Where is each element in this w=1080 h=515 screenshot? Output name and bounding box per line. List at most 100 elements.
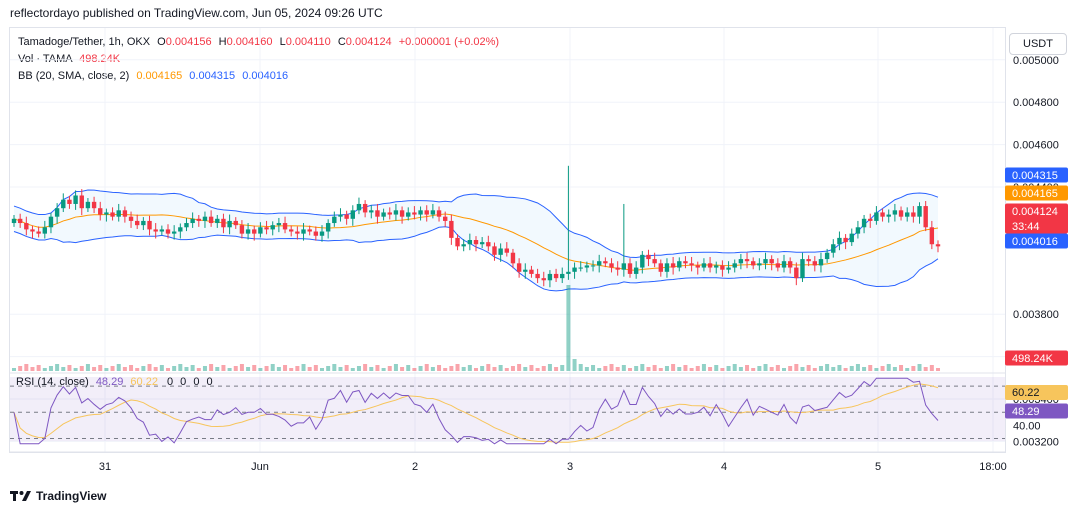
- candle-body: [171, 231, 177, 234]
- volume-bar: [769, 367, 774, 371]
- candle: [621, 203, 627, 277]
- symbol-legend[interactable]: Tamadoge/Tether, 1h, OKX O0.004156 H0.00…: [18, 35, 499, 49]
- volume-bar: [480, 366, 485, 371]
- volume-bar: [369, 367, 374, 371]
- volume-legend[interactable]: Vol · TAMA 498.24K: [18, 52, 120, 66]
- candle-body: [165, 229, 171, 234]
- rsi-value: 48.29: [95, 376, 124, 388]
- candle: [221, 213, 226, 234]
- volume-bar: [73, 368, 78, 371]
- volume-bar: [202, 366, 207, 371]
- candle: [418, 206, 423, 221]
- volume-bar: [166, 368, 170, 371]
- candle: [202, 211, 208, 228]
- candle-body: [73, 195, 78, 204]
- candle: [467, 233, 473, 251]
- candle: [652, 252, 657, 268]
- volume-bar: [701, 364, 706, 371]
- volume-bar: [671, 364, 676, 371]
- volume-bar: [917, 364, 922, 371]
- volume-bar: [720, 368, 725, 371]
- volume-bar: [363, 364, 368, 371]
- candle: [424, 205, 429, 222]
- candle: [609, 258, 614, 273]
- candle-body: [714, 265, 719, 268]
- candle: [880, 208, 885, 222]
- candle: [461, 239, 466, 252]
- candle-body: [245, 229, 251, 234]
- candle-body: [800, 259, 805, 279]
- volume-bar: [289, 368, 294, 371]
- currency-button[interactable]: USDT: [1009, 33, 1067, 55]
- candle-body: [208, 216, 214, 224]
- volume-bar: [591, 365, 596, 371]
- badge-bb-upper: 0.004315: [1012, 170, 1058, 182]
- volume-bar: [726, 366, 731, 371]
- candle-body: [769, 259, 774, 264]
- ohlc-close: 0.004124: [345, 36, 392, 48]
- candlesticks: [11, 165, 941, 288]
- bb-legend[interactable]: BB (20, SMA, close, 2) 0.004165 0.004315…: [18, 69, 288, 83]
- tradingview-logo[interactable]: TradingView: [10, 489, 106, 503]
- volume-bar: [283, 365, 288, 371]
- candle: [165, 224, 171, 239]
- volume-bar: [504, 368, 509, 371]
- candle: [325, 219, 331, 239]
- candle-body: [91, 201, 97, 209]
- volume-bar: [418, 366, 423, 371]
- candle: [208, 210, 214, 227]
- candle: [135, 214, 140, 229]
- candle: [597, 254, 602, 273]
- badge-bb-mid: 0.004165: [1012, 188, 1058, 200]
- candle-body: [824, 252, 830, 260]
- candle: [843, 234, 848, 250]
- candle: [510, 248, 516, 269]
- volume-bar: [782, 368, 786, 371]
- candle-body: [338, 214, 343, 217]
- volume-bar: [763, 364, 768, 371]
- candle-body: [147, 220, 152, 230]
- volume-bar: [147, 364, 152, 371]
- ohlc-change: +0.000001 (+0.02%): [398, 36, 500, 48]
- candle: [794, 262, 799, 286]
- volume-bar: [886, 364, 891, 371]
- candle: [350, 205, 355, 226]
- candle-body: [418, 210, 423, 215]
- candle-body: [122, 210, 128, 217]
- candle: [849, 228, 854, 246]
- candle: [122, 206, 128, 223]
- volume-bar: [61, 367, 66, 371]
- candle-body: [412, 212, 417, 215]
- price-tick-label: 0.003200: [1013, 436, 1059, 448]
- candle: [553, 268, 559, 282]
- volume-bar: [48, 366, 53, 371]
- candle-body: [258, 227, 263, 234]
- volume-bar: [874, 368, 879, 371]
- candle: [800, 252, 805, 282]
- volume-bar: [264, 366, 269, 371]
- volume-bar: [92, 367, 97, 371]
- candle: [399, 206, 405, 224]
- volume-bar: [233, 366, 238, 371]
- volume-bar: [597, 368, 602, 371]
- candle-body: [135, 220, 140, 226]
- volume-bar: [295, 366, 300, 371]
- candle: [689, 256, 694, 272]
- candle-body: [609, 263, 614, 268]
- candle: [362, 200, 368, 218]
- candle: [547, 270, 553, 288]
- candle-body: [319, 231, 325, 236]
- candle-body: [54, 208, 60, 217]
- candle: [159, 225, 165, 236]
- candle: [42, 220, 47, 239]
- rsi-legend[interactable]: RSI (14, close) 48.29 60.22 0 0 0 0: [16, 376, 215, 388]
- candle-body: [892, 210, 898, 215]
- candle-body: [116, 210, 121, 217]
- candle-body: [215, 218, 220, 224]
- candle: [116, 203, 121, 222]
- candle: [313, 226, 319, 241]
- badge-bb-lower: 0.004016: [1012, 236, 1058, 248]
- candle: [584, 261, 590, 273]
- candle: [498, 243, 503, 262]
